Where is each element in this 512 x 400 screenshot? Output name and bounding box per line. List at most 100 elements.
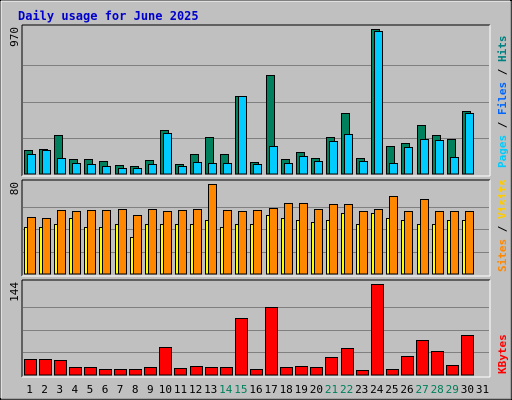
kbytes-bar (69, 367, 82, 376)
kbytes-bar (431, 351, 444, 376)
sites-bar (314, 209, 323, 275)
sites-bar (435, 211, 444, 275)
sites-bar (27, 217, 36, 275)
sites-bar (420, 199, 429, 275)
day-label: 19 (295, 383, 308, 396)
kbytes-bar (371, 284, 384, 376)
sites-bar (72, 211, 81, 275)
day-label: 16 (249, 383, 262, 396)
kbytes-bar (325, 357, 338, 376)
legend-part: / (496, 219, 509, 239)
kbytes-bar (220, 367, 233, 376)
sites-bar (102, 210, 111, 275)
day-label: 24 (370, 383, 384, 396)
day-label: 7 (117, 383, 124, 396)
day-label: 3 (56, 383, 63, 396)
day-label: 23 (355, 383, 368, 396)
pages-bar (435, 140, 444, 175)
pages-bar (133, 168, 142, 175)
legend-part: / (496, 62, 509, 82)
day-label: 13 (204, 383, 217, 396)
pages-bar (118, 168, 127, 175)
pages-bar (102, 166, 111, 175)
day-label: 28 (431, 383, 444, 396)
legend-part: Hits (496, 36, 509, 63)
pages-bar (57, 158, 66, 175)
y-max-label: 80 (8, 182, 21, 195)
kbytes-bar (280, 367, 293, 376)
kbytes-bar (84, 367, 97, 376)
pages-bar (420, 139, 429, 175)
pages-bar (223, 163, 232, 175)
pages-bar (253, 164, 262, 175)
kbytes-bar (235, 318, 248, 376)
kbytes-bar (416, 340, 429, 376)
pages-bar (193, 162, 202, 175)
day-label: 4 (71, 383, 78, 396)
kbytes-bar (159, 347, 172, 376)
day-label: 12 (189, 383, 202, 396)
pages-bar (72, 163, 81, 175)
day-label: 22 (340, 383, 353, 396)
y-max-label: 970 (8, 27, 21, 47)
day-label: 6 (102, 383, 109, 396)
legend-part: KBytes (496, 334, 509, 374)
sites-bar (359, 211, 368, 275)
sites-bar (404, 211, 413, 275)
kbytes-bar (114, 369, 127, 376)
pages-bar (148, 164, 157, 175)
pages-bar (178, 166, 187, 175)
sites-bar (238, 211, 247, 275)
day-label: 8 (132, 383, 139, 396)
sites-bar (450, 211, 459, 275)
legend-sites-visits: Sites / Visits (496, 179, 509, 272)
kbytes-bar (295, 366, 308, 376)
kbytes-bar (129, 369, 142, 376)
sites-bar (118, 209, 127, 275)
sites-bar (344, 204, 353, 275)
chart-title: Daily usage for June 2025 (18, 9, 199, 23)
kbytes-bar (54, 360, 67, 376)
sites-bar (163, 211, 172, 275)
pages-bar (27, 154, 36, 175)
kbytes-bar (446, 365, 459, 376)
kbytes-bar (99, 369, 112, 376)
hits-pages-panel: 970 (8, 24, 491, 177)
sites-bar (329, 204, 338, 275)
pages-bar (344, 134, 353, 175)
sites-bar (133, 215, 142, 275)
sites-bar (42, 218, 51, 275)
legend-part: Visits (496, 179, 509, 219)
visits-sites-panel: 80 (8, 179, 491, 277)
kbytes-panel: 144 (8, 279, 491, 378)
pages-bar (208, 163, 217, 175)
sites-bar (87, 210, 96, 275)
kbytes-bar (356, 370, 369, 376)
kbytes-bar (310, 367, 323, 376)
pages-bar (299, 156, 308, 175)
sites-bar (223, 210, 232, 275)
day-label: 5 (87, 383, 94, 396)
sites-bar (148, 209, 157, 275)
kbytes-bar (341, 348, 354, 376)
kbytes-bar (265, 307, 278, 376)
day-label: 29 (446, 383, 459, 396)
day-labels: 1 2 3 4 5 6 7 8 9 10 11 12 13 14 15 16 17 18 19 20 21 22 23 24 2… (26, 383, 489, 396)
legend-part: Files (496, 82, 509, 115)
pages-bar (450, 157, 459, 175)
legend-part: / (496, 115, 509, 135)
pages-bar (163, 133, 172, 175)
sites-bar (284, 203, 293, 275)
sites-bar (193, 209, 202, 275)
legend-pages-files-hits: Pages / Files / Hits (496, 36, 509, 169)
sites-bar (299, 203, 308, 275)
day-label: 31 (476, 383, 489, 396)
kbytes-bar (174, 368, 187, 376)
legend-part: Sites (496, 239, 509, 272)
day-label: 26 (400, 383, 413, 396)
pages-bar (87, 164, 96, 175)
kbytes-bar (144, 367, 157, 376)
pages-bar (238, 96, 247, 175)
day-label: 11 (174, 383, 187, 396)
